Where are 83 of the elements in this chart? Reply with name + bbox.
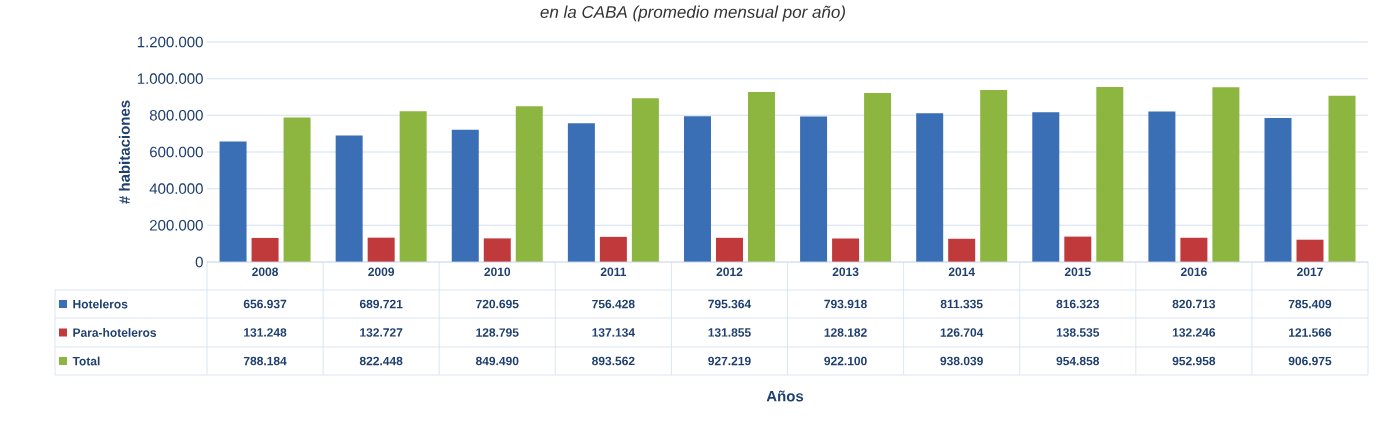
data-label: 938.039 <box>940 356 983 366</box>
data-label: 132.727 <box>360 328 403 337</box>
bar <box>219 141 247 262</box>
data-label: 128.182 <box>824 328 867 337</box>
data-label: 121.566 <box>1289 328 1332 337</box>
y-tick-label: 600.000 <box>150 146 203 158</box>
bar <box>567 123 595 262</box>
bar <box>1148 111 1176 262</box>
chart-title: en la CABA (promedio mensual por año) <box>540 5 845 22</box>
bar <box>367 237 395 262</box>
data-label: 785.409 <box>1288 299 1332 309</box>
y-tick-label: 200.000 <box>150 220 203 231</box>
bar <box>747 92 775 262</box>
data-label: 906.975 <box>1288 356 1332 366</box>
x-tick-label: 2014 <box>948 267 975 277</box>
data-label: 927.219 <box>708 356 751 366</box>
y-tick-label: 0 <box>195 256 203 268</box>
bar <box>683 116 711 262</box>
data-label: 820.713 <box>1172 299 1216 309</box>
data-label: 816.323 <box>1056 299 1100 309</box>
y-tick-label: 400.000 <box>149 183 203 194</box>
data-label: 788.184 <box>243 356 287 366</box>
data-label: 720.695 <box>476 299 519 309</box>
x-tick-label: 2010 <box>484 267 511 277</box>
data-label: 128.795 <box>476 328 519 337</box>
x-tick-label: 2015 <box>1064 267 1091 277</box>
bar <box>864 92 892 262</box>
data-label: 811.335 <box>940 299 983 309</box>
data-label: 132.246 <box>1172 328 1216 337</box>
x-tick-label: 2009 <box>368 267 395 277</box>
bar <box>251 237 279 262</box>
data-label: 793.918 <box>824 299 867 309</box>
x-tick-label: 2013 <box>832 267 859 277</box>
bar <box>1328 95 1356 262</box>
bar <box>1212 87 1240 262</box>
data-label: 922.100 <box>824 356 867 366</box>
data-label: 138.535 <box>1056 328 1100 337</box>
bar <box>1180 237 1208 262</box>
x-tick-label: 2012 <box>716 267 743 277</box>
bar <box>832 238 860 262</box>
bar <box>715 237 743 262</box>
data-label: 756.428 <box>592 299 635 309</box>
bar <box>916 113 944 262</box>
bar <box>483 238 511 262</box>
data-label: 131.855 <box>708 328 751 337</box>
text: Años <box>766 390 804 402</box>
data-label: 137.134 <box>592 328 635 337</box>
bar <box>1264 118 1292 262</box>
bar <box>515 106 543 262</box>
y-tick-label: 1.200.000 <box>137 36 203 48</box>
data-label: 893.562 <box>592 356 635 366</box>
x-tick-label: 2017 <box>1297 267 1323 277</box>
data-label: 849.490 <box>475 356 519 366</box>
data-label: 952.958 <box>1172 356 1216 366</box>
data-label: 656.937 <box>243 299 287 309</box>
bar <box>451 129 479 262</box>
y-axis-title: # habitaciones <box>118 100 130 204</box>
bar <box>599 236 627 262</box>
bar <box>399 111 427 262</box>
legend-label: Total <box>72 356 100 366</box>
legend-label: Para-hoteleros <box>73 328 157 337</box>
bar <box>1296 239 1324 262</box>
data-label: 689.721 <box>359 299 403 309</box>
legend-label: Hoteleros <box>73 299 128 309</box>
bar <box>1032 112 1060 262</box>
bar <box>800 116 828 262</box>
data-label: 795.364 <box>708 299 752 309</box>
y-tick-label: 1.000.000 <box>137 73 203 84</box>
data-label: 954.858 <box>1056 356 1100 366</box>
x-tick-label: 2008 <box>252 267 279 277</box>
data-label: 126.704 <box>940 328 984 337</box>
bar <box>1064 236 1092 262</box>
x-tick-label: 2011 <box>600 267 627 277</box>
x-tick-label: 2016 <box>1180 267 1207 277</box>
data-label: 822.448 <box>359 356 403 366</box>
data-label: 131.248 <box>244 328 287 337</box>
y-tick-label: 800.000 <box>149 110 203 121</box>
bar <box>980 90 1008 262</box>
bar <box>1096 86 1124 262</box>
bar <box>283 117 311 262</box>
bar <box>631 98 659 262</box>
bar <box>335 135 363 262</box>
bar <box>948 238 976 262</box>
